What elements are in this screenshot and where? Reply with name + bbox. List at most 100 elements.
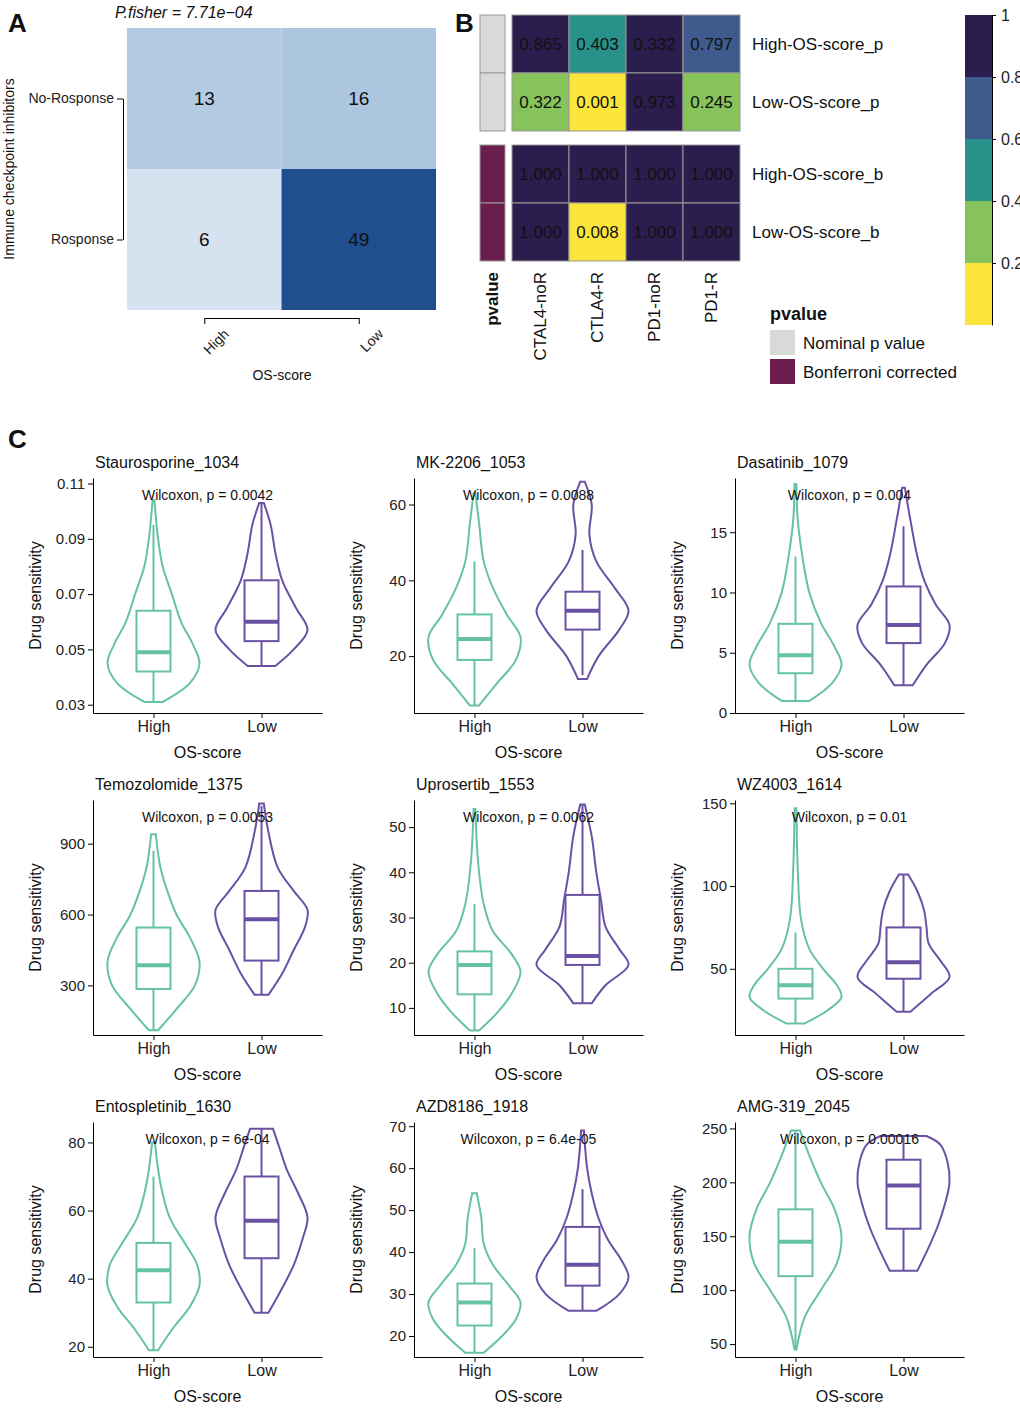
violin: [428, 1193, 520, 1352]
panel-a: A1316649P.fisher = 7.71e−04No-RosponseRo…: [1, 4, 436, 383]
tick-mark: [409, 827, 414, 828]
tick-label: 1: [1001, 7, 1010, 24]
whisker-lower: [582, 630, 584, 675]
median: [136, 963, 170, 967]
axis-line: [94, 1357, 323, 1358]
tick-mark: [88, 705, 93, 706]
tick-label: 0.05: [56, 641, 85, 658]
axis-line: [414, 479, 415, 714]
tick-mark: [117, 240, 123, 241]
tick: 0: [719, 704, 735, 721]
annotation: Wilcoxon, p = 0.0042: [142, 487, 273, 503]
tick: Low: [247, 713, 277, 735]
axis-line: [415, 713, 644, 714]
axis: 204060: [389, 479, 414, 714]
tick-label: Low: [889, 718, 919, 735]
marks: [749, 484, 949, 701]
tick-mark: [88, 985, 93, 986]
tick-mark: [730, 886, 735, 887]
tick-label: 80: [68, 1134, 85, 1151]
tick-label: 10: [710, 584, 727, 601]
cell: [626, 15, 683, 73]
tick-mark: [88, 1142, 93, 1143]
tick: High: [138, 713, 171, 735]
tick-mark: [904, 713, 905, 718]
tick-label: 20: [389, 954, 406, 971]
tick-mark: [730, 1128, 735, 1129]
violin: [536, 482, 628, 679]
median: [245, 1219, 279, 1223]
tick-label: 30: [389, 1285, 406, 1302]
tick: 20: [389, 647, 414, 664]
row-label: Low-OS-score_p: [752, 93, 880, 112]
cell: [512, 73, 569, 131]
tick-mark: [409, 1336, 414, 1337]
tick-label: 100: [702, 1281, 727, 1298]
tick: High: [780, 1035, 813, 1057]
data-label: 0.403: [576, 35, 619, 54]
violin: [857, 488, 949, 686]
tick-label: 0.8: [1001, 69, 1020, 86]
tick-label: Low: [889, 1362, 919, 1379]
whisker-lower: [582, 1286, 584, 1311]
tick: 20: [389, 954, 414, 971]
colorbar-bin: [965, 201, 992, 263]
tick-mark: [153, 713, 154, 718]
box: [457, 1284, 491, 1326]
box: [887, 1160, 921, 1229]
tick: 40: [68, 1270, 93, 1287]
whisker-upper: [903, 526, 905, 586]
tick-label: 20: [389, 1327, 406, 1344]
tick-mark: [795, 1357, 796, 1362]
annotation: Wilcoxon, p = 0.0053: [142, 809, 273, 825]
title: MK-2206_1053: [416, 454, 526, 472]
data-label: 1.000: [633, 165, 676, 184]
box: [457, 951, 491, 994]
data-label: 0.245: [690, 93, 733, 112]
tick-label: 70: [389, 1117, 406, 1134]
tick-label: 5: [719, 644, 727, 661]
axis-line: [123, 99, 124, 240]
tick-mark: [204, 318, 205, 324]
axis: HighLow: [736, 713, 965, 735]
panel-c-plot: 20406080HighLowEntospletinib_1630Wilcoxo…: [27, 1098, 323, 1405]
title: WZ4003_1614: [737, 776, 842, 794]
tick-label: High: [459, 718, 492, 735]
tick: Low: [247, 1035, 277, 1057]
box: [887, 586, 921, 643]
axis-line: [735, 1123, 736, 1358]
tick: 200: [702, 1174, 735, 1191]
marks: [428, 1130, 628, 1352]
tick-label: 20: [389, 647, 406, 664]
tick: 15: [710, 524, 735, 541]
axis-title: OS-score: [816, 1388, 884, 1405]
cell: [127, 169, 282, 310]
tick-label: High: [780, 1362, 813, 1379]
cell: [569, 73, 626, 131]
whisker-lower: [794, 999, 796, 1024]
tick: 0.8: [992, 69, 1020, 86]
cells: [127, 28, 436, 310]
whisker-upper: [903, 874, 905, 927]
marks: [749, 808, 949, 1023]
tick-label: 60: [389, 1159, 406, 1176]
axis-line: [415, 1035, 644, 1036]
tick-mark: [88, 844, 93, 845]
tick-mark: [409, 1008, 414, 1009]
column-label: CTAL4-noR: [531, 272, 550, 361]
legend-swatch: [770, 330, 795, 355]
tick-mark: [409, 918, 414, 919]
annotation: Wilcoxon, p = 6e-04: [145, 1131, 269, 1147]
tick-mark: [583, 1357, 584, 1362]
title: Temozolomide_1375: [95, 776, 243, 794]
box: [136, 1243, 170, 1303]
data-label: 1.000: [519, 165, 562, 184]
axis: 50100150: [702, 795, 736, 1036]
tick-mark: [409, 580, 414, 581]
tick-mark: [409, 1210, 414, 1211]
whisker-upper: [152, 851, 154, 928]
violin: [107, 500, 199, 702]
tick: High: [780, 1357, 813, 1379]
violin: [536, 1130, 628, 1310]
annotation: Wilcoxon, p = 0.0088: [463, 487, 594, 503]
